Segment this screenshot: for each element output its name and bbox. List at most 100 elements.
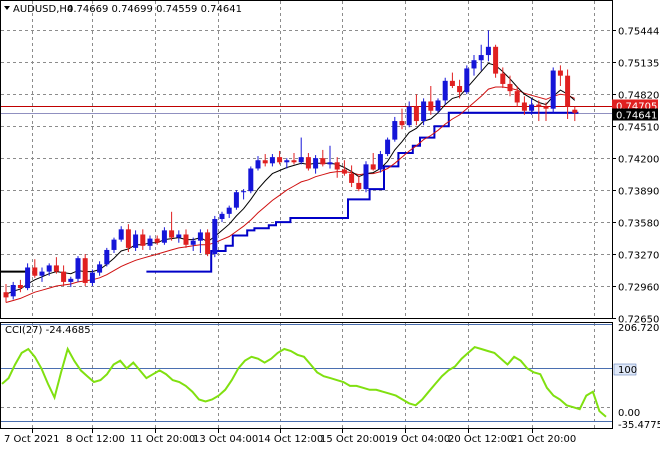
ohlc-label: 0.74669 0.74699 0.74559 0.74641 (67, 4, 242, 15)
candle[interactable] (327, 145, 333, 169)
candle[interactable] (428, 85, 434, 115)
candle[interactable] (248, 166, 254, 194)
candle[interactable] (529, 98, 535, 115)
cci-grid (1, 323, 612, 428)
cci-series (1, 345, 607, 418)
candle[interactable] (291, 153, 297, 165)
candle[interactable] (262, 154, 268, 167)
collapse-triangle-icon[interactable] (4, 6, 10, 10)
candle[interactable] (442, 77, 448, 105)
candle[interactable] (140, 229, 146, 250)
candle-body (370, 164, 376, 170)
candle-body (485, 46, 491, 56)
candle[interactable] (565, 69, 571, 119)
candle[interactable] (111, 237, 117, 254)
candle[interactable] (385, 137, 391, 157)
candle[interactable] (39, 267, 45, 282)
candle[interactable] (17, 279, 23, 293)
candle[interactable] (226, 205, 232, 218)
candle[interactable] (183, 229, 189, 248)
candle[interactable] (53, 257, 59, 274)
candle[interactable] (521, 96, 527, 115)
candle[interactable] (104, 247, 110, 267)
candle[interactable] (25, 263, 31, 291)
candle[interactable] (313, 155, 319, 174)
candle[interactable] (406, 101, 412, 128)
candle[interactable] (320, 149, 326, 167)
candle[interactable] (241, 189, 247, 200)
candle[interactable] (413, 94, 419, 126)
candle[interactable] (212, 215, 218, 258)
candle-body (457, 85, 463, 93)
candle[interactable] (550, 67, 556, 113)
cci-indicator-label: CCI(27) -24.4685 (5, 325, 91, 336)
candle[interactable] (334, 157, 340, 178)
candle[interactable] (449, 72, 455, 89)
candle[interactable] (464, 65, 470, 95)
candle[interactable] (370, 153, 376, 171)
candlesticks[interactable] (3, 30, 578, 303)
candle[interactable] (305, 153, 311, 171)
candle[interactable] (190, 237, 196, 251)
candle[interactable] (133, 230, 139, 251)
candle[interactable] (97, 261, 103, 276)
candle[interactable] (377, 150, 383, 173)
candle[interactable] (118, 226, 124, 242)
candle[interactable] (32, 259, 38, 278)
candle[interactable] (493, 44, 499, 78)
candle-body (572, 109, 578, 113)
time-tick-label: 21 Oct 20:00 (511, 434, 576, 445)
candle[interactable] (471, 55, 477, 76)
candle[interactable] (82, 254, 88, 287)
candle[interactable] (233, 190, 239, 210)
candle[interactable] (205, 229, 211, 257)
candle[interactable] (197, 229, 203, 254)
candle[interactable] (363, 161, 369, 193)
candle[interactable] (298, 137, 304, 165)
candle[interactable] (176, 230, 182, 243)
candle[interactable] (269, 154, 275, 167)
candle-body (32, 267, 38, 276)
candle[interactable] (421, 98, 427, 126)
price-tick-label: 0.72960 (618, 283, 659, 294)
candle[interactable] (10, 281, 16, 300)
candle[interactable] (89, 269, 95, 287)
cci-line (1, 345, 607, 418)
candle[interactable] (341, 160, 347, 176)
candle[interactable] (536, 100, 542, 122)
candle[interactable] (147, 235, 153, 250)
candle[interactable] (46, 263, 52, 276)
candle[interactable] (457, 79, 463, 99)
candle[interactable] (169, 211, 175, 241)
candle-body (550, 70, 556, 109)
candle[interactable] (68, 276, 74, 288)
candle[interactable] (514, 85, 520, 107)
candle[interactable] (500, 67, 506, 89)
candle[interactable] (572, 106, 578, 122)
candle[interactable] (284, 158, 290, 169)
candle[interactable] (392, 116, 398, 142)
candle[interactable] (557, 65, 563, 86)
candle[interactable] (543, 102, 549, 122)
candle[interactable] (125, 224, 131, 253)
candle[interactable] (435, 98, 441, 113)
candle[interactable] (61, 265, 67, 287)
candle[interactable] (3, 283, 9, 303)
candle[interactable] (154, 235, 160, 245)
candle[interactable] (478, 44, 484, 71)
candle[interactable] (277, 150, 283, 165)
candle[interactable] (255, 156, 261, 171)
candle[interactable] (349, 165, 355, 188)
candle-body (349, 173, 355, 183)
candle[interactable] (507, 75, 513, 97)
candle[interactable] (399, 108, 405, 130)
candle[interactable] (161, 227, 167, 245)
candle[interactable] (219, 211, 225, 223)
candle[interactable] (485, 30, 491, 62)
candle-body (226, 207, 232, 214)
candle[interactable] (75, 256, 81, 282)
candle-body (557, 70, 563, 76)
time-tick-label: 20 Oct 12:00 (448, 434, 513, 445)
candle[interactable] (356, 175, 362, 192)
